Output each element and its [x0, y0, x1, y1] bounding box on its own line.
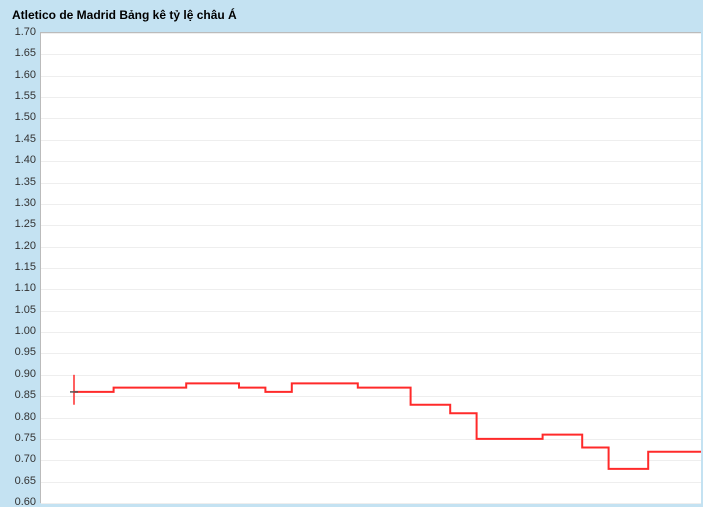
y-tick-label: 1.10 — [15, 282, 36, 294]
y-tick-label: 1.60 — [15, 69, 36, 81]
y-tick-label: 1.65 — [15, 47, 36, 59]
y-tick-label: 0.95 — [15, 346, 36, 358]
chart-container: Atletico de Madrid Bảng kê tỷ lệ châu Á … — [0, 0, 703, 507]
y-tick-label: 1.00 — [15, 325, 36, 337]
y-tick-label: 0.60 — [15, 496, 36, 507]
y-tick-label: 1.55 — [15, 90, 36, 102]
y-tick-label: 1.30 — [15, 197, 36, 209]
series-path — [74, 383, 701, 468]
y-tick-label: 0.70 — [15, 453, 36, 465]
y-tick-label: 0.90 — [15, 368, 36, 380]
gridline — [41, 503, 701, 504]
y-tick-label: 1.15 — [15, 261, 36, 273]
y-tick-label: 1.20 — [15, 240, 36, 252]
y-tick-label: 1.70 — [15, 26, 36, 38]
y-axis-labels: 0.600.650.700.750.800.850.900.951.001.05… — [0, 32, 38, 502]
y-tick-label: 0.65 — [15, 475, 36, 487]
y-tick-label: 1.50 — [15, 111, 36, 123]
start-marker — [70, 375, 78, 405]
y-tick-label: 0.75 — [15, 432, 36, 444]
y-tick-label: 0.85 — [15, 389, 36, 401]
y-tick-label: 0.80 — [15, 411, 36, 423]
y-tick-label: 1.35 — [15, 176, 36, 188]
plot-area — [40, 32, 701, 503]
line-series — [41, 33, 701, 503]
y-tick-label: 1.40 — [15, 154, 36, 166]
y-tick-label: 1.05 — [15, 304, 36, 316]
chart-title: Atletico de Madrid Bảng kê tỷ lệ châu Á — [12, 8, 237, 22]
y-tick-label: 1.45 — [15, 133, 36, 145]
y-tick-label: 1.25 — [15, 218, 36, 230]
